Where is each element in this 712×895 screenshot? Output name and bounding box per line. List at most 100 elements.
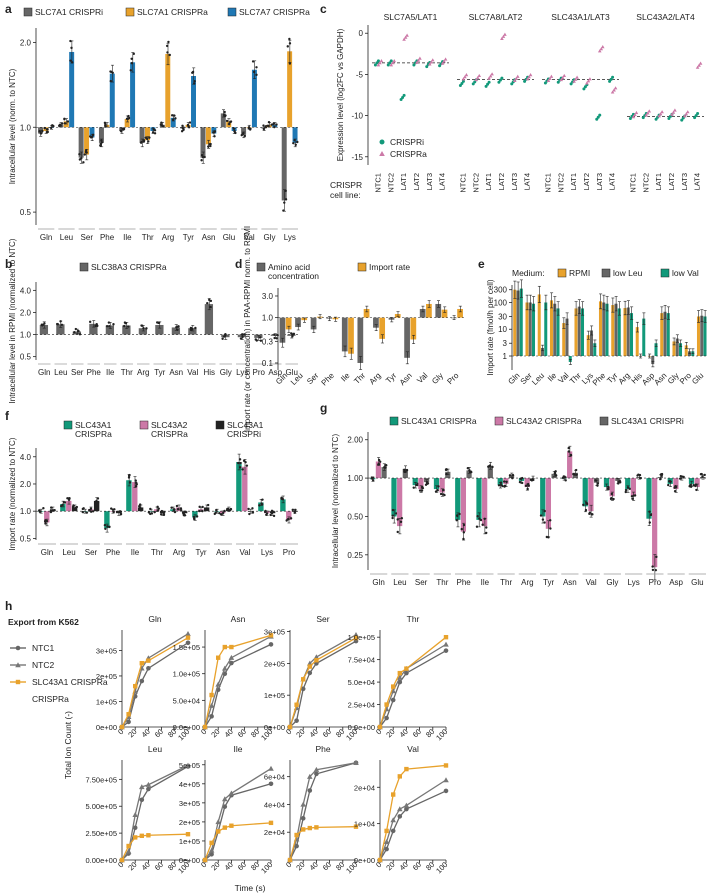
data-point	[383, 839, 390, 845]
data-point	[689, 485, 693, 488]
data-point	[185, 640, 191, 646]
data-point	[170, 114, 174, 117]
data-point	[229, 823, 234, 828]
data-point	[377, 724, 383, 730]
x-tick-label: 20	[384, 860, 396, 872]
data-point	[82, 161, 85, 164]
data-point	[596, 482, 600, 485]
data-point	[209, 305, 212, 309]
data-point	[41, 324, 44, 327]
y-tick-label: 3e+05	[264, 628, 285, 637]
bar	[545, 478, 552, 529]
x-tick-label: 60	[321, 727, 333, 739]
data-point	[46, 128, 49, 131]
data-point	[139, 678, 145, 684]
category-label: Glu	[286, 368, 298, 377]
data-point	[58, 123, 62, 127]
y-tick-label: 2e+04	[354, 783, 375, 792]
data-point	[484, 84, 488, 88]
data-point	[104, 527, 107, 530]
x-tick-label: 40	[223, 727, 235, 739]
bar	[292, 127, 298, 143]
bar	[251, 69, 257, 128]
bar	[626, 307, 630, 357]
y-tick-label: 3e+05	[179, 799, 200, 808]
data-point	[427, 62, 432, 66]
x-tick-label: 40	[308, 727, 320, 739]
data-point	[195, 515, 199, 518]
data-point	[527, 484, 530, 487]
legend-swatch	[23, 7, 33, 17]
data-point	[234, 131, 237, 135]
data-point	[273, 333, 276, 336]
category-label: Thr	[436, 578, 448, 587]
bar	[609, 478, 615, 497]
series-line	[289, 634, 357, 728]
data-point	[404, 806, 409, 812]
y-tick-label: 0.3	[262, 337, 274, 346]
data-point	[584, 508, 588, 512]
data-point	[307, 788, 313, 793]
x-tick-label: 60	[236, 727, 248, 739]
x-tick-label: 40	[140, 860, 152, 872]
bar	[205, 127, 211, 145]
data-point	[167, 40, 170, 44]
x-tick-label: 20	[294, 860, 306, 872]
data-point	[166, 51, 169, 54]
y-tick-label: 0.50	[347, 512, 363, 521]
series-line	[379, 650, 447, 728]
data-point	[157, 321, 161, 324]
data-point	[198, 509, 201, 513]
data-point	[255, 339, 258, 342]
data-point	[301, 677, 306, 682]
bar	[211, 127, 217, 134]
x-axis-title: CRISPR	[330, 180, 362, 190]
data-point	[290, 332, 293, 335]
cell-line-label: NTC1	[373, 173, 382, 193]
data-point	[69, 39, 72, 43]
data-point	[659, 478, 662, 481]
data-point	[104, 123, 107, 126]
data-point	[694, 114, 698, 118]
panel-letter: a	[5, 2, 12, 16]
data-point	[595, 117, 599, 121]
data-point	[560, 75, 565, 80]
bar	[582, 478, 588, 507]
data-point	[185, 631, 191, 637]
category-label: Phe	[87, 368, 102, 377]
bar	[684, 345, 688, 357]
data-point	[458, 512, 461, 516]
data-point	[487, 80, 491, 84]
bar	[237, 334, 247, 338]
legend-label: SLC7A1 CRISPRi	[35, 7, 103, 17]
bar	[426, 303, 432, 318]
y-tick-label: 1	[503, 352, 508, 361]
y-tick-label: 300	[494, 286, 508, 295]
category-label: Val	[586, 578, 597, 587]
data-point	[396, 518, 399, 521]
data-point	[630, 495, 634, 498]
subplot-title: Val	[407, 744, 419, 754]
data-point	[402, 37, 406, 41]
data-point	[159, 513, 163, 516]
data-point	[85, 511, 89, 514]
data-point	[15, 662, 21, 668]
data-point	[514, 76, 519, 80]
x-tick-label: 60	[236, 860, 248, 872]
y-tick-label: 5e+05	[179, 761, 200, 770]
data-point	[475, 75, 480, 80]
data-point	[415, 60, 419, 64]
legend-label: SLC43A1	[227, 420, 264, 430]
y-tick-label: 30	[498, 312, 507, 321]
legend-swatch	[79, 262, 89, 272]
bar	[204, 304, 214, 335]
bar	[630, 478, 637, 497]
y-axis-title: Intracellular level in RPMI (normalized …	[8, 238, 17, 403]
legend-label: SLC43A1 CRISPRi	[611, 416, 684, 426]
legend-title: Medium:	[512, 268, 545, 278]
bar	[130, 62, 136, 128]
data-point	[215, 681, 221, 687]
data-point	[185, 831, 191, 837]
bar	[241, 127, 247, 135]
x-tick-label: 0	[116, 860, 125, 869]
